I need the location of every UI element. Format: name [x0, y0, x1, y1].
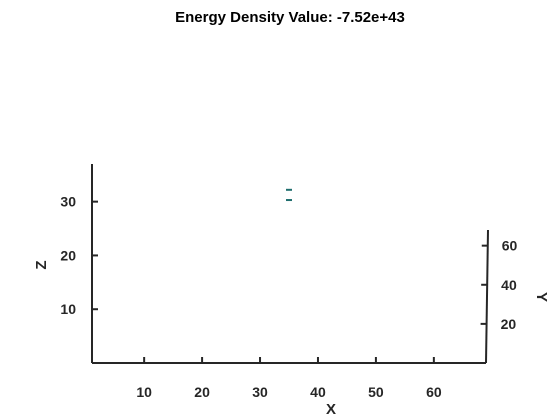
y-axis-label: Y	[533, 292, 550, 302]
y-tick-label: 60	[502, 238, 518, 254]
z-axis-ticks: 10 20 30	[60, 194, 98, 317]
z-tick-label: 30	[60, 194, 76, 210]
chart-title: Energy Density Value: -7.52e+43	[175, 9, 405, 26]
x-tick-label: 20	[194, 384, 210, 400]
x-tick-label: 10	[136, 384, 152, 400]
z-tick-label: 20	[60, 247, 76, 263]
z-axis-label: Z	[33, 260, 50, 269]
y-tick-label: 40	[501, 277, 517, 293]
x-tick-label: 40	[310, 384, 326, 400]
x-axis-ticks: 10 20 30 40 50 60	[136, 357, 442, 400]
x-axis: 10 20 30 40 50 60 X	[92, 357, 486, 418]
y-axis-ticks: 20 40 60	[480, 238, 518, 332]
x-tick-label: 50	[368, 384, 384, 400]
x-axis-label: X	[326, 401, 336, 418]
y-tick-label: 20	[501, 316, 517, 332]
x-tick-label: 30	[252, 384, 268, 400]
z-axis: 10 20 30 Z	[33, 164, 98, 363]
data-points	[286, 188, 292, 202]
z-tick-label: 10	[60, 301, 76, 317]
y-axis-line	[485, 229, 489, 364]
x-tick-label: 60	[426, 384, 442, 400]
y-axis: 20 40 60 Y	[480, 229, 550, 364]
